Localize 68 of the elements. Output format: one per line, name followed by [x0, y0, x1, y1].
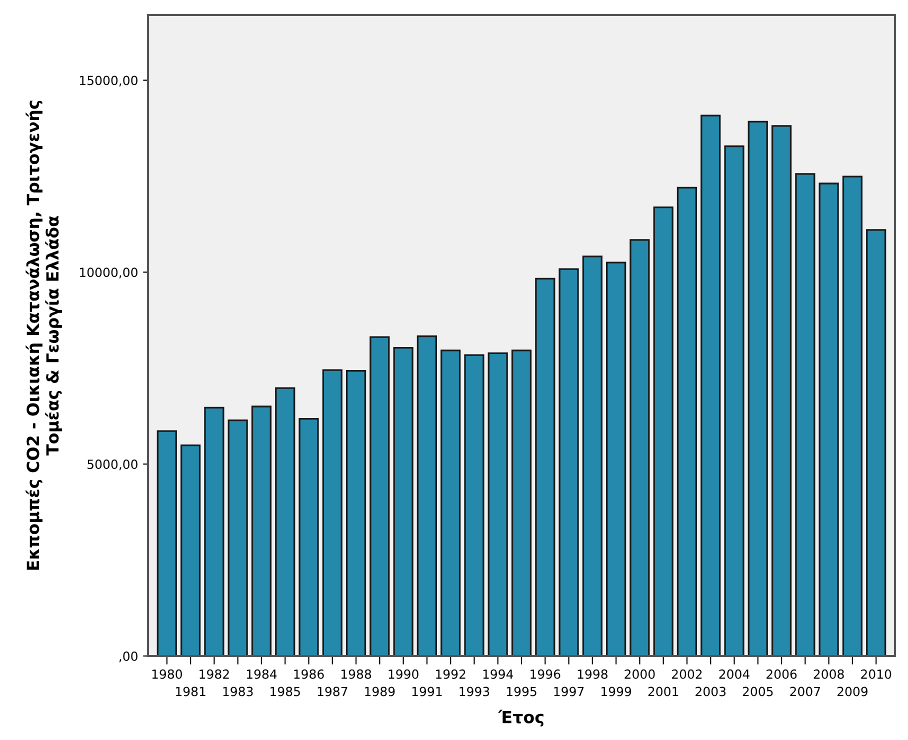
bar	[700, 114, 721, 656]
x-tick-label: 1982	[200, 669, 229, 679]
x-tick-label: 2003	[696, 686, 726, 696]
x-tick-label: 2000	[624, 669, 655, 679]
x-tick-label: 1980	[152, 669, 182, 679]
bar	[748, 120, 768, 656]
bar	[795, 173, 816, 656]
x-tick-label: 1991	[412, 686, 442, 696]
bar	[156, 430, 177, 656]
bar	[298, 418, 319, 656]
bar	[275, 387, 296, 656]
x-tick-label: 1989	[365, 686, 395, 696]
bar	[370, 336, 390, 656]
bar	[724, 145, 744, 656]
bar	[180, 444, 201, 656]
bar	[558, 268, 579, 656]
bar	[676, 186, 698, 656]
bar	[322, 369, 342, 656]
x-tick-label: 1997	[554, 686, 584, 696]
x-tick-label: 1981	[176, 686, 206, 696]
bar	[488, 352, 508, 656]
bar	[346, 370, 366, 656]
x-tick-label: 1999	[602, 686, 632, 696]
x-tick-label: 1992	[436, 669, 466, 679]
bar	[630, 239, 650, 656]
x-tick-label: 2004	[719, 669, 750, 679]
y-tick-label: ,00	[119, 651, 138, 662]
bar	[771, 125, 792, 656]
bar	[535, 278, 556, 656]
x-tick-label: 2006	[766, 669, 797, 679]
y-tick-label: 15000,00	[80, 76, 138, 86]
bar	[464, 354, 484, 656]
y-tick-label: 5000,00	[88, 460, 138, 470]
bar	[440, 350, 461, 656]
x-axis-title: Έτος	[498, 710, 544, 727]
x-tick-label: 2001	[648, 686, 678, 696]
y-axis-title: Εκπομπές CO2 - Οικιακή Κατανάλωση, Τριτογενής Τομέας & Γεωργία Ελλάδα	[26, 100, 62, 570]
bar	[606, 262, 626, 656]
x-tick-label: 2010	[861, 669, 892, 679]
bar	[251, 406, 272, 656]
x-tick-label: 1996	[530, 669, 560, 679]
y-tick-label: 10000,00	[80, 268, 138, 278]
x-tick-label: 1987	[318, 686, 348, 696]
x-tick-label: 1988	[341, 669, 372, 679]
x-tick-label: 2008	[814, 669, 844, 679]
x-tick-label: 1986	[294, 669, 324, 679]
bar	[416, 335, 437, 656]
bar	[204, 406, 224, 656]
x-tick-label: 1998	[578, 669, 608, 679]
bar	[582, 256, 602, 656]
x-tick-label: 2005	[742, 686, 773, 696]
x-tick-label: 1994	[483, 669, 514, 679]
bar	[818, 182, 839, 656]
x-tick-label: 1985	[270, 686, 300, 696]
bar	[511, 350, 532, 656]
bar	[653, 206, 674, 656]
x-tick-label: 1993	[460, 686, 490, 696]
bar	[866, 229, 886, 656]
bar	[228, 419, 248, 656]
x-tick-label: 2009	[837, 686, 868, 696]
x-tick-label: 2007	[790, 686, 820, 696]
bar	[842, 176, 863, 656]
x-tick-label: 1995	[506, 686, 536, 696]
x-tick-label: 1983	[223, 686, 253, 696]
x-tick-label: 1990	[388, 669, 418, 679]
bar	[393, 346, 414, 656]
x-tick-label: 1984	[246, 669, 277, 679]
x-tick-label: 2002	[672, 669, 702, 679]
